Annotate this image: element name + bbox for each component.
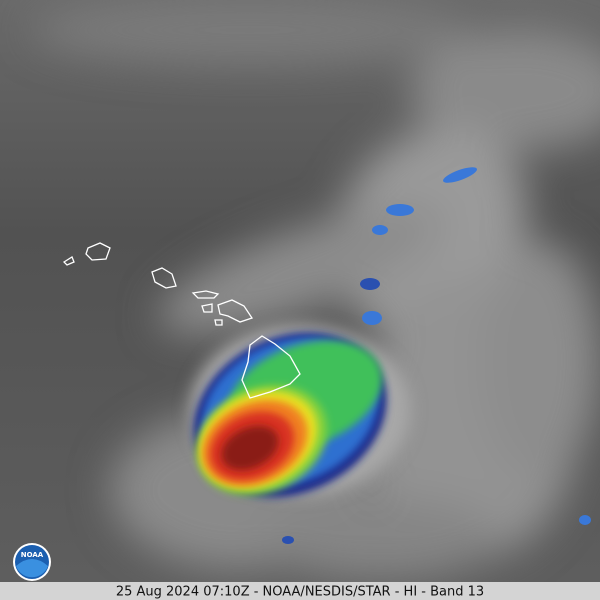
clouds [30,0,600,580]
caption: 25 Aug 2024 07:10Z - NOAA/NESDIS/STAR - … [116,585,484,600]
storm [190,167,591,544]
caption-bar [0,582,600,600]
noaa-logo: NOAA [13,543,51,581]
islands [62,242,301,399]
logo-text: NOAA [21,551,44,559]
